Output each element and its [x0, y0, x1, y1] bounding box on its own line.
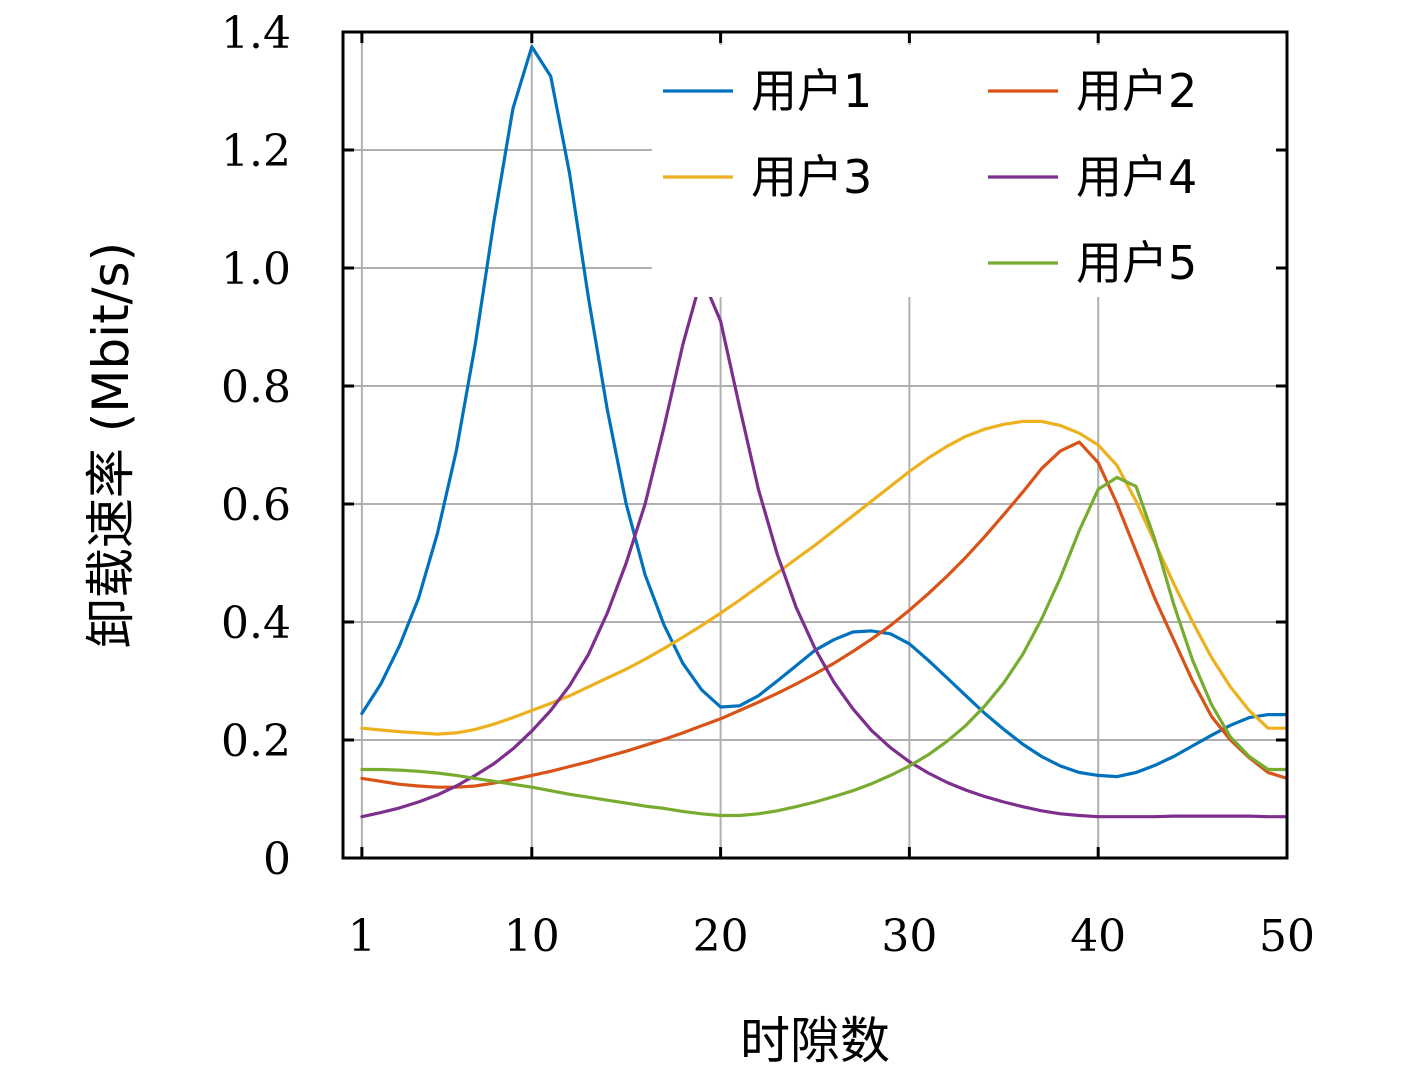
axis-ticks [343, 30, 1289, 860]
x-tick-labels: 1 10 20 30 40 50 [348, 911, 1315, 962]
y-tick-label: 0.2 [221, 716, 291, 767]
x-tick-label: 50 [1259, 911, 1315, 962]
series-line [360, 419, 1289, 736]
y-tick-label: 0 [263, 834, 291, 885]
y-tick-label: 1.0 [221, 244, 291, 295]
y-tick-label: 0.6 [221, 480, 291, 531]
series-lines [360, 45, 1289, 819]
legend-label: 用户3 [751, 150, 872, 204]
series-line [360, 275, 1289, 819]
x-axis-label: 时隙数 [740, 1012, 890, 1070]
x-tick-label: 1 [348, 911, 376, 962]
x-tick-label: 40 [1070, 911, 1126, 962]
series-line [360, 440, 1289, 789]
legend-label: 用户1 [751, 64, 872, 118]
legend-label: 用户4 [1076, 150, 1197, 204]
series-line [360, 475, 1289, 818]
y-tick-labels: 0 0.2 0.4 0.6 0.8 1.0 1.2 1.4 [221, 8, 291, 885]
y-tick-label: 0.4 [221, 598, 291, 649]
plot-frame [341, 30, 1289, 860]
y-tick-label: 1.4 [221, 8, 291, 59]
legend-label: 用户2 [1076, 64, 1197, 118]
x-tick-label: 30 [881, 911, 937, 962]
y-tick-label: 1.2 [221, 126, 291, 177]
x-tick-label: 10 [504, 911, 560, 962]
y-axis-label: 卸载速率 (Mbit/s) [82, 242, 140, 648]
legend: 用户1 用户2 用户3 用户4 用户5 [663, 64, 1197, 290]
legend-background [652, 45, 1280, 297]
legend-label: 用户5 [1076, 236, 1197, 290]
y-tick-label: 0.8 [221, 362, 291, 413]
x-tick-label: 20 [693, 911, 749, 962]
series-line [360, 45, 1289, 779]
